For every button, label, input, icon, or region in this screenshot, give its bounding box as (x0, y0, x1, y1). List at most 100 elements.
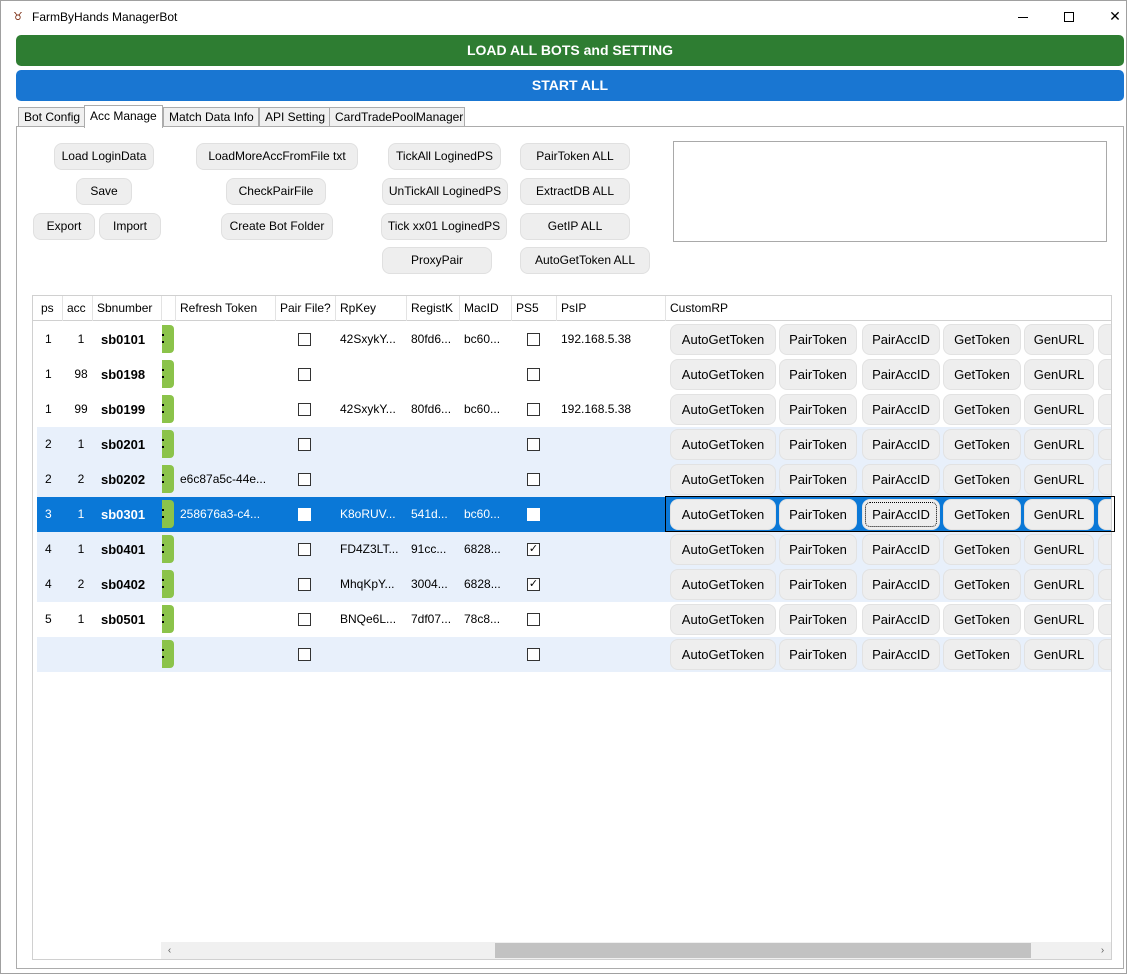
cell-sbnumber[interactable]: sb0201 (101, 437, 146, 452)
cell-registk[interactable]: 91cc... (411, 542, 447, 556)
cell-sbnumber[interactable] (101, 637, 161, 672)
get-ip-all-button[interactable]: GetIP ALL (520, 213, 630, 240)
cell-macid[interactable]: bc60... (464, 402, 501, 416)
cell-psip[interactable] (561, 497, 666, 532)
load-login-data-button[interactable]: Load LoginData (54, 143, 154, 170)
cell-registk[interactable] (411, 357, 461, 392)
pair-file-checkbox[interactable] (298, 578, 311, 591)
ps5-checkbox[interactable]: ✓ (527, 578, 540, 591)
table-row[interactable]: 4 1 sb0401 FD4Z3LT... 91cc... 6828... ✓ AutoGet… (37, 532, 1111, 567)
get-token-button[interactable]: GetToken (943, 359, 1021, 390)
pair-token-button[interactable]: PairToken (779, 324, 857, 355)
gen-url-button[interactable]: GenURL (1024, 324, 1094, 355)
table-row[interactable]: 1 1 sb0101 42SxykY... 80fd6... bc60... 192.168… (37, 322, 1111, 357)
create-bot-folder-button[interactable]: Create Bot Folder (221, 213, 333, 240)
pair-acc-id-button[interactable]: PairAccID (862, 499, 940, 530)
cell-psip[interactable] (561, 357, 666, 392)
cell-sbnumber[interactable]: sb0198 (101, 367, 146, 382)
cell-refresh-token[interactable] (180, 637, 276, 672)
pair-acc-id-button[interactable]: PairAccID (862, 639, 940, 670)
pair-file-checkbox[interactable] (298, 508, 311, 521)
tick-all-button[interactable]: TickAll LoginedPS (388, 143, 501, 170)
load-all-bots-button[interactable]: LOAD ALL BOTS and SETTING (16, 35, 1124, 66)
cell-sbnumber[interactable]: sb0202 (101, 472, 146, 487)
pair-token-button[interactable]: PairToken (779, 604, 857, 635)
cell-ps[interactable] (45, 637, 65, 672)
tab-bot-config[interactable]: Bot Config (18, 107, 85, 127)
cell-rpkey[interactable]: 42SxykY... (340, 402, 396, 416)
gen-url-button[interactable]: GenURL (1024, 604, 1094, 635)
pair-acc-id-button[interactable]: PairAccID (862, 464, 940, 495)
auto-get-token-button[interactable]: AutoGetToken (670, 429, 776, 460)
cell-psip[interactable]: 192.168.5.38 (561, 402, 632, 416)
tab-card-trade-pool-manager[interactable]: CardTradePoolManager (329, 107, 465, 127)
cell-acc[interactable]: 98 (74, 367, 88, 381)
log-textbox[interactable] (673, 141, 1107, 242)
extra-row-button[interactable]: E (1098, 499, 1111, 530)
check-pair-file-button[interactable]: CheckPairFile (226, 178, 326, 205)
cell-registk[interactable]: 541d... (411, 507, 448, 521)
cell-rpkey[interactable]: K8oRUV... (340, 507, 396, 521)
pair-acc-id-button[interactable]: PairAccID (862, 394, 940, 425)
auto-get-token-button[interactable]: AutoGetToken (670, 604, 776, 635)
gen-url-button[interactable]: GenURL (1024, 499, 1094, 530)
cell-refresh-token[interactable] (180, 392, 276, 427)
cell-acc[interactable]: 1 (77, 612, 85, 626)
gen-url-button[interactable]: GenURL (1024, 359, 1094, 390)
cell-acc[interactable] (67, 637, 95, 672)
cell-macid[interactable]: bc60... (464, 507, 501, 521)
cell-macid[interactable]: bc60... (464, 332, 501, 346)
pair-acc-id-button[interactable]: PairAccID (862, 324, 940, 355)
start-all-button[interactable]: START ALL (16, 70, 1124, 101)
scroll-right-arrow-icon[interactable]: › (1100, 945, 1105, 956)
table-row[interactable]: 3 1 sb0301 258676a3-c4... K8oRUV... 541d... bc… (37, 497, 1111, 532)
save-button[interactable]: Save (76, 178, 132, 205)
auto-get-token-button[interactable]: AutoGetToken (670, 639, 776, 670)
pair-token-button[interactable]: PairToken (779, 464, 857, 495)
get-token-button[interactable]: GetToken (943, 604, 1021, 635)
get-token-button[interactable]: GetToken (943, 569, 1021, 600)
cell-psip[interactable] (561, 567, 666, 602)
extra-row-button[interactable]: E (1098, 464, 1111, 495)
pair-token-button[interactable]: PairToken (779, 429, 857, 460)
cell-refresh-token[interactable] (180, 322, 276, 357)
untick-all-button[interactable]: UnTickAll LoginedPS (382, 178, 508, 205)
column-header-acc[interactable]: acc (63, 296, 93, 321)
column-header-ps[interactable]: ps (37, 296, 63, 321)
cell-registk[interactable] (411, 462, 461, 497)
ps5-checkbox[interactable] (527, 403, 540, 416)
cell-macid[interactable]: 6828... (464, 577, 501, 591)
tick-xx01-button[interactable]: Tick xx01 LoginedPS (381, 213, 507, 240)
table-row[interactable]: 2 2 sb0202 e6c87a5c-44e... AutoGetToken PairT… (37, 462, 1111, 497)
pair-acc-id-button[interactable]: PairAccID (862, 569, 940, 600)
close-button[interactable]: ✕ (1092, 1, 1127, 33)
pair-file-checkbox[interactable] (298, 648, 311, 661)
ps5-checkbox[interactable] (527, 648, 540, 661)
auto-get-token-button[interactable]: AutoGetToken (670, 464, 776, 495)
cell-rpkey[interactable] (340, 357, 408, 392)
pair-token-button[interactable]: PairToken (779, 569, 857, 600)
cell-acc[interactable]: 1 (77, 437, 85, 451)
pair-file-checkbox[interactable] (298, 473, 311, 486)
cell-rpkey[interactable]: MhqKpY... (340, 577, 395, 591)
cell-ps[interactable]: 4 (45, 542, 52, 556)
cell-acc[interactable]: 99 (74, 402, 88, 416)
ps5-checkbox[interactable] (527, 508, 540, 521)
get-token-button[interactable]: GetToken (943, 464, 1021, 495)
scroll-left-arrow-icon[interactable]: ‹ (167, 945, 172, 956)
table-row[interactable]: 5 1 sb0501 BNQe6L... 7df07... 78c8... AutoGetT… (37, 602, 1111, 637)
cell-registk[interactable]: 3004... (411, 577, 448, 591)
ps5-checkbox[interactable] (527, 333, 540, 346)
cell-ps[interactable]: 2 (45, 472, 52, 486)
cell-psip[interactable] (561, 637, 666, 672)
tab-api-setting[interactable]: API Setting (259, 107, 330, 127)
extra-row-button[interactable]: E (1098, 429, 1111, 460)
column-header-rpkey[interactable]: RpKey (336, 296, 407, 321)
cell-registk[interactable] (411, 427, 461, 462)
pair-file-checkbox[interactable] (298, 438, 311, 451)
pair-file-checkbox[interactable] (298, 543, 311, 556)
column-header-status[interactable] (162, 296, 176, 321)
cell-rpkey[interactable] (340, 637, 408, 672)
cell-sbnumber[interactable]: sb0402 (101, 577, 146, 592)
scroll-thumb[interactable] (495, 943, 1031, 958)
